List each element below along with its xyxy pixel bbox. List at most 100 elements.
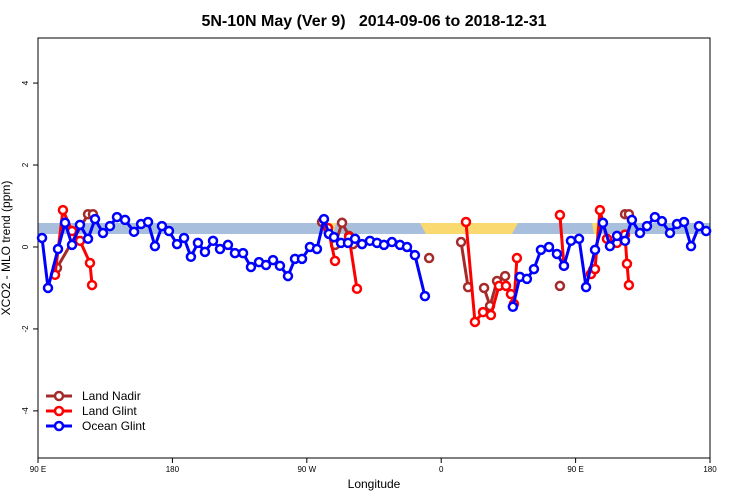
data-point <box>507 301 519 313</box>
data-point <box>222 239 234 251</box>
plot-frame <box>37 37 711 459</box>
data-point <box>554 209 566 221</box>
data-point <box>74 219 86 231</box>
x-tick-label: 0 <box>439 465 444 474</box>
x-tick-label: 180 <box>166 465 180 474</box>
data-point <box>329 255 341 267</box>
data-point <box>664 227 676 239</box>
data-point <box>245 261 257 273</box>
data-point <box>500 280 512 292</box>
data-point <box>311 243 323 255</box>
y-tick-label: -4 <box>21 407 30 415</box>
data-point <box>86 279 98 291</box>
y-tick-label: 4 <box>21 80 30 85</box>
data-point <box>678 216 690 228</box>
data-point <box>511 252 523 264</box>
data-point <box>214 243 226 255</box>
data-point <box>149 240 161 252</box>
legend-label: Land Nadir <box>82 389 141 403</box>
data-point <box>656 215 668 227</box>
data-point <box>499 270 511 282</box>
data-point <box>558 260 570 272</box>
data-point <box>36 232 48 244</box>
data-point <box>119 214 131 226</box>
data-point <box>565 235 577 247</box>
y-axis-label: XCO2 - MLO trend (ppm) <box>0 181 13 316</box>
data-point <box>693 220 705 232</box>
data-point <box>171 238 183 250</box>
x-tick-label: 180 <box>703 465 717 474</box>
data-point <box>74 235 86 247</box>
land-band <box>420 223 518 234</box>
data-point <box>199 246 211 258</box>
data-point <box>597 217 609 229</box>
data-point <box>589 244 601 256</box>
data-point <box>163 225 175 237</box>
data-point <box>604 240 616 252</box>
data-point <box>229 247 241 259</box>
legend-marker <box>53 390 65 402</box>
data-point <box>104 220 116 232</box>
data-point <box>700 225 712 237</box>
y-tick-label: 0 <box>21 244 30 249</box>
data-point <box>349 233 361 245</box>
data-point <box>260 259 272 271</box>
data-point <box>128 226 140 238</box>
y-tick-label: -2 <box>21 325 30 333</box>
data-point <box>623 279 635 291</box>
legend-label: Land Glint <box>82 404 137 418</box>
data-point <box>469 316 481 328</box>
legend-marker <box>53 420 65 432</box>
data-point <box>57 204 69 216</box>
ocean-band <box>38 223 710 234</box>
data-point <box>554 280 566 292</box>
data-point <box>282 270 294 282</box>
legend-marker <box>53 405 65 417</box>
data-point <box>423 252 435 264</box>
data-point <box>485 309 497 321</box>
data-point <box>336 217 348 229</box>
data-point <box>409 249 421 261</box>
data-point <box>351 283 363 295</box>
data-point <box>111 211 123 223</box>
data-point <box>185 251 197 263</box>
data-point <box>207 235 219 247</box>
data-point <box>621 258 633 270</box>
data-point <box>142 216 154 228</box>
data-point <box>641 220 653 232</box>
data-point <box>626 214 638 226</box>
data-point <box>89 213 101 225</box>
data-point <box>460 216 472 228</box>
y-tick-label: 2 <box>21 162 30 167</box>
data-point <box>634 227 646 239</box>
data-point <box>156 220 168 232</box>
data-point <box>386 236 398 248</box>
data-point <box>543 241 555 253</box>
data-point <box>52 243 64 255</box>
data-point <box>318 213 330 225</box>
data-point <box>66 239 78 251</box>
data-point <box>42 282 54 294</box>
data-point <box>274 260 286 272</box>
data-point <box>478 282 490 294</box>
data-point <box>619 235 631 247</box>
data-point <box>401 241 413 253</box>
data-point <box>594 204 606 216</box>
data-point <box>82 233 94 245</box>
data-point <box>455 236 467 248</box>
x-axis-label: Longitude <box>348 477 401 491</box>
x-tick-label: 90 E <box>30 465 46 474</box>
x-tick-label: 90 W <box>297 465 316 474</box>
data-point <box>611 230 623 242</box>
data-point <box>267 254 279 266</box>
data-point <box>178 232 190 244</box>
data-point <box>192 237 204 249</box>
data-point <box>685 240 697 252</box>
data-point <box>296 253 308 265</box>
data-point <box>97 227 109 239</box>
data-point <box>551 248 563 260</box>
data-point <box>59 217 71 229</box>
x-tick-label: 90 E <box>567 465 583 474</box>
